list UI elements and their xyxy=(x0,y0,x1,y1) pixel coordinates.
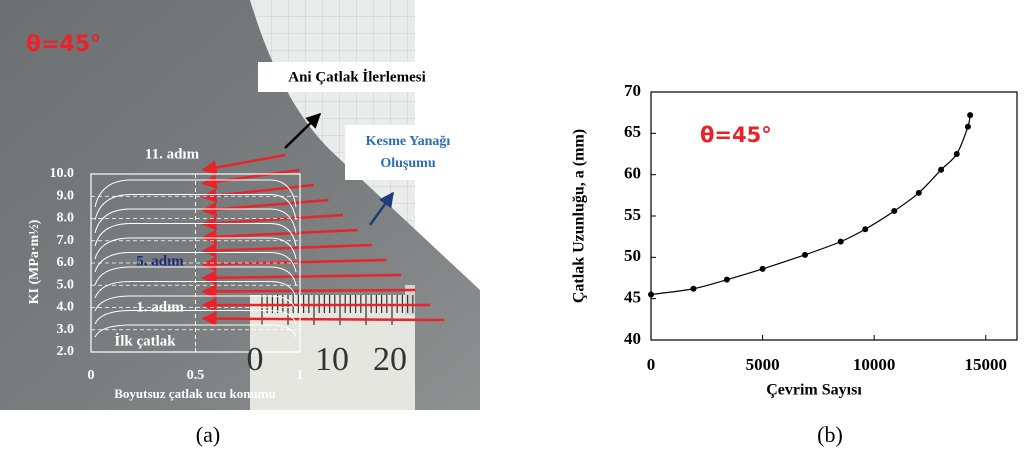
step-label: 1. adım xyxy=(136,299,184,315)
y-tick-label: 70 xyxy=(624,81,641,100)
x-axis-label: Çevrim Sayısı xyxy=(766,382,862,399)
crack-arrow xyxy=(201,168,300,190)
step-label: İlk çatlak xyxy=(114,332,176,349)
angle-label: θ=45° xyxy=(26,32,101,57)
ki-curve xyxy=(94,252,297,273)
ki-curve xyxy=(94,179,297,208)
inset-y-tick-label: 6.0 xyxy=(57,255,75,270)
y-tick-label: 65 xyxy=(624,122,641,141)
ki-curve xyxy=(94,324,297,338)
ki-curve xyxy=(94,208,297,234)
ruler-label: 10 xyxy=(315,341,349,378)
ki-curve xyxy=(94,237,297,260)
data-point xyxy=(891,208,898,215)
ki-curve xyxy=(94,266,297,286)
fit-curve xyxy=(650,115,971,296)
y-tick-label: 55 xyxy=(624,205,641,224)
crack-arrow xyxy=(201,153,286,175)
inset-y-tick-label: 9.0 xyxy=(57,188,75,203)
data-point xyxy=(690,285,697,292)
data-point xyxy=(862,226,869,233)
step-label: 5. adım xyxy=(136,253,184,269)
inset-y-tick-label: 7.0 xyxy=(57,233,75,248)
crack-arrow xyxy=(201,213,344,231)
ki-curve xyxy=(94,295,297,312)
label-box xyxy=(345,125,460,180)
y-tick-label: 60 xyxy=(624,164,641,183)
x-tick-label: 5000 xyxy=(746,355,780,374)
inset-y-tick-label: 10.0 xyxy=(50,166,75,181)
inset-x-tick-label: 1 xyxy=(297,368,304,383)
inset-y-tick-label: 2.0 xyxy=(57,344,75,359)
inset-y-label: KI (MPa·m½) xyxy=(27,219,42,304)
step-label: 11. adım xyxy=(145,146,200,162)
ki-curve xyxy=(94,310,297,325)
ruler-label: 0 xyxy=(247,341,264,378)
annotation: θ=45° xyxy=(700,123,772,147)
ruler-label: 20 xyxy=(373,341,407,378)
arrow xyxy=(368,191,395,226)
ki-curve xyxy=(94,223,297,247)
y-axis-label: Çatlak Uzunluğu, a (mm) xyxy=(571,129,588,303)
data-point xyxy=(964,123,971,130)
data-point xyxy=(837,238,844,245)
data-point xyxy=(759,265,766,272)
chart: 40 45 50 55 60 65 70 0 5000 10000 15000 Çevrim Sayı… xyxy=(571,81,1018,399)
inset-y-tick-label: 3.0 xyxy=(57,322,75,337)
caption: (b) xyxy=(817,422,843,447)
inset-x-tick-label: 0 xyxy=(88,368,95,383)
crack-arrow xyxy=(201,256,387,272)
inset-x-tick-label: 0.5 xyxy=(187,368,205,383)
y-tick-label: 40 xyxy=(624,329,641,348)
inset-chart: 2.0 3.0 4.0 5.0 6.0 7.0 8.0 9.0 10.0 0 0.5 1 xyxy=(50,166,304,383)
x-tick-label: 15000 xyxy=(965,355,1008,374)
crack-arrow xyxy=(201,283,416,299)
inset-y-tick-label: 4.0 xyxy=(57,300,75,315)
crack-arrow xyxy=(201,243,373,259)
y-tick-label: 50 xyxy=(624,246,641,265)
crack-arrow xyxy=(201,311,445,327)
data-point xyxy=(915,189,922,196)
caption: (a) xyxy=(196,422,220,447)
data-point xyxy=(801,251,808,258)
crack-arrow xyxy=(201,228,358,245)
shear-label: Oluşumu xyxy=(380,156,435,171)
inset-y-tick-label: 5.0 xyxy=(57,277,75,292)
ruler-edge xyxy=(405,285,415,315)
inset-y-tick-label: 8.0 xyxy=(57,211,75,226)
ki-curve xyxy=(94,194,297,221)
data-point xyxy=(938,166,945,173)
x-tick-label: 10000 xyxy=(853,355,896,374)
shear-label: Kesme Yanağı xyxy=(366,134,451,149)
y-tick-label: 45 xyxy=(624,288,641,307)
arrow xyxy=(284,112,322,149)
x-tick-label: 0 xyxy=(647,355,656,374)
data-point xyxy=(648,291,654,298)
label-box xyxy=(258,62,456,92)
ki-curve xyxy=(94,281,297,299)
data-point xyxy=(953,151,960,157)
data-point xyxy=(723,276,730,283)
crack-arrow xyxy=(201,270,402,286)
data-point xyxy=(967,112,974,119)
inset-x-label: Boyutsuz çatlak ucu konumu xyxy=(114,386,275,401)
arrow-label: Ani Çatlak İlerlemesi xyxy=(288,68,425,85)
